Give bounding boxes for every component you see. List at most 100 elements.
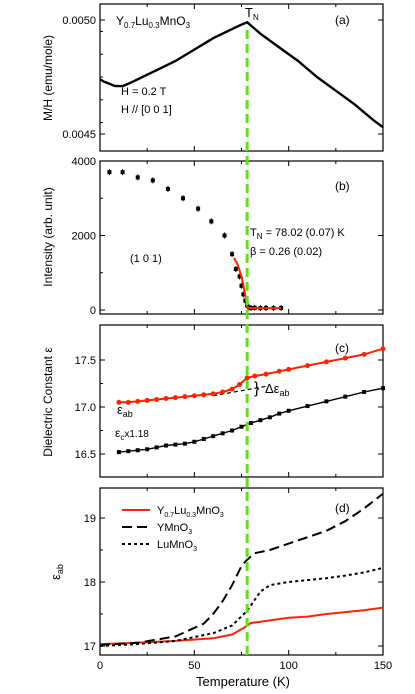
text-sub: 0.7 [124, 21, 136, 30]
annotation-direction: H // [0 0 1] [121, 104, 172, 116]
annotation-field: H = 0.2 T [121, 86, 167, 98]
label-eab: εab [117, 402, 133, 419]
x-tick-label: 100 [279, 660, 297, 672]
data-point-ec [362, 389, 367, 394]
data-point [233, 267, 238, 272]
data-point-ec [267, 415, 272, 420]
fit-tn-text: TN = 78.02 (0.07) K [250, 227, 345, 241]
data-point-eab [154, 396, 160, 402]
y-tick-label: 17.5 [75, 355, 96, 367]
panel-label: (d) [335, 501, 350, 515]
data-point-eab [263, 371, 269, 377]
text-part: Y [116, 14, 124, 28]
data-point-eab [125, 399, 131, 405]
text-part: ε [48, 574, 63, 580]
data-point-eab [144, 397, 150, 403]
data-point-eab [305, 363, 311, 369]
text-sub: 3 [193, 546, 197, 553]
data-point-eab [342, 355, 348, 361]
data-point-eab [286, 366, 292, 372]
y-tick-label: 17 [84, 641, 96, 653]
y-tick-label: 4000 [72, 156, 96, 168]
data-point-ec [381, 386, 385, 391]
data-point-eab [276, 368, 282, 374]
text-part: ε [117, 402, 123, 417]
x-tick-label: 50 [188, 660, 200, 672]
text-part: x1.18 [124, 429, 149, 440]
panel-label: (c) [335, 341, 349, 355]
x-axis-label: Temperature (K) [196, 674, 290, 689]
text-sub: ab [279, 388, 289, 398]
text-part: LuMnO [157, 539, 194, 551]
data-point [279, 305, 284, 310]
data-point [150, 178, 155, 183]
series-line-2 [99, 566, 384, 647]
text-sub: 3 [186, 21, 191, 30]
tn-marker: TN [245, 5, 259, 22]
text-part: Δε [265, 381, 280, 396]
y-tick-label: 16.5 [75, 449, 96, 461]
data-point-ec [126, 449, 131, 454]
data-point-ec [248, 420, 253, 425]
data-point-eab [116, 399, 122, 405]
data-point [165, 186, 170, 191]
data-point-ec [239, 424, 244, 429]
data-point [196, 206, 201, 211]
y-tick-label: 0 [90, 305, 96, 317]
panel-label: (a) [335, 13, 350, 27]
data-point [222, 233, 227, 238]
data-point-ec [173, 442, 178, 447]
fit-beta-text: β = 0.26 (0.02) [250, 246, 322, 258]
data-point-ec [286, 408, 291, 413]
data-point [135, 175, 140, 180]
data-point-eab [252, 373, 258, 379]
reflection-label: (1 0 1) [130, 253, 162, 265]
data-point-ec [145, 447, 150, 452]
data-point-eab [237, 381, 243, 387]
data-point-eab [220, 389, 226, 395]
data-point-ec [230, 428, 235, 433]
y-tick-label: 0.0050 [62, 15, 96, 27]
text-part: YMnO [157, 522, 189, 534]
text-part: MnO [160, 14, 186, 28]
text-sub: 0.3 [186, 512, 196, 519]
y-tick-label: 17.0 [75, 402, 96, 414]
data-point [181, 196, 186, 201]
data-point-eab [135, 398, 141, 404]
series-line-0 [99, 606, 384, 646]
label-ec: εcx1.18 [115, 426, 149, 442]
data-point-eab [191, 393, 197, 399]
data-point-ec [192, 439, 197, 444]
data-point-eab [172, 395, 178, 401]
data-point-eab [201, 392, 207, 398]
text-sub: 3 [188, 529, 192, 536]
legend-entry: LuMnO3 [157, 539, 197, 553]
y-axis-label: Dielectric Constant ε [41, 347, 55, 457]
data-point-eab [380, 346, 386, 352]
y-tick-label: 0.0045 [62, 129, 96, 141]
legend-entry: Y0.7Lu0.3MnO3 [157, 505, 224, 519]
series-line-mh [99, 20, 384, 129]
text-sub: N [257, 232, 263, 241]
data-point-ec [277, 411, 282, 416]
legend-entry: YMnO3 [157, 522, 192, 536]
text-sub: 3 [220, 512, 224, 519]
text-sub: c [120, 433, 124, 442]
data-point [107, 170, 112, 175]
data-point-eab [229, 386, 235, 392]
y-tick-label: 18 [84, 577, 96, 589]
compound-label: Y0.7Lu0.3MnO3 [116, 14, 191, 30]
text-part: T [250, 227, 257, 239]
data-point-eab [361, 351, 367, 357]
panel-b: 4000 2000 0 Intensity (arb. unit) (b) (1 0 1)… [41, 156, 384, 317]
y-tick-label: 19 [84, 513, 96, 525]
data-point-ec [154, 445, 159, 450]
data-point [230, 252, 235, 257]
delta-label: Δεab [265, 381, 290, 398]
text-part: Lu [135, 14, 148, 28]
x-tick-label: 0 [97, 660, 103, 672]
data-point-ec [324, 399, 329, 404]
